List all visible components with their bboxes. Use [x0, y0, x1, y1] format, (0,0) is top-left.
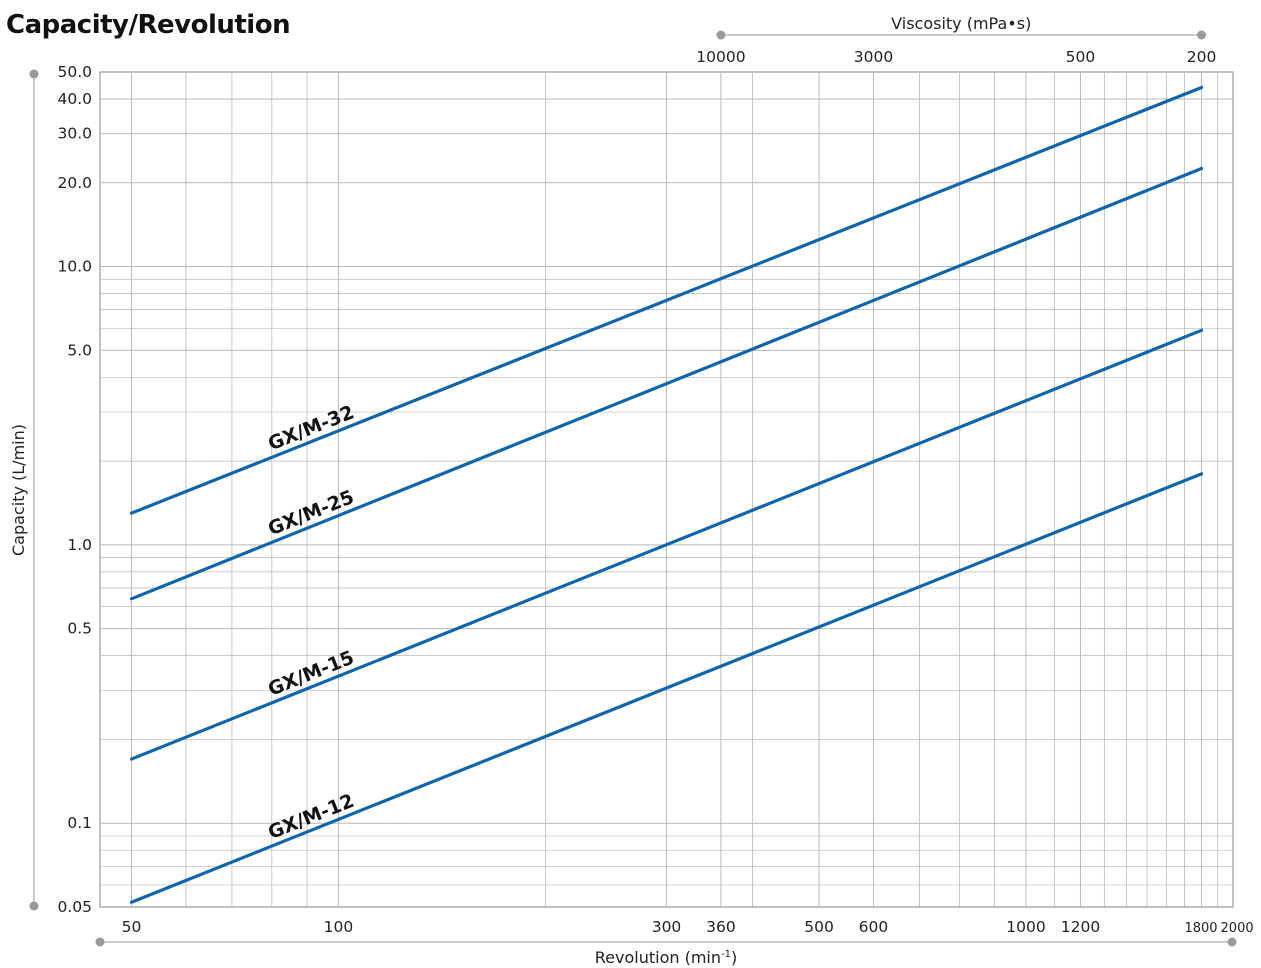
series-line-gx-m-25: [129, 166, 1204, 601]
series-line-gx-m-12: [129, 472, 1204, 904]
viscosity-tick-label: 3000: [854, 48, 893, 66]
x-tick-label: 1000: [1006, 918, 1045, 936]
x-tick-label: 600: [859, 918, 889, 936]
x-axis-end-dot: [1227, 937, 1237, 947]
y-tick-label: 10.0: [57, 258, 92, 276]
y-tick-label: 1.0: [67, 536, 92, 554]
viscosity-tick-label: 10000: [696, 48, 745, 66]
x-tick-label: 500: [804, 918, 834, 936]
y-tick-label: 20.0: [57, 174, 92, 192]
y-tick-label: 0.5: [67, 620, 92, 638]
viscosity-axis-end-dot: [1197, 30, 1207, 40]
series-line-gx-m-15: [129, 328, 1204, 761]
x-tick-label: 2000: [1221, 921, 1254, 936]
viscosity-tick-label: 500: [1066, 48, 1096, 66]
viscosity-axis-start-dot: [716, 30, 726, 40]
y-tick-label: 0.1: [67, 814, 92, 832]
y-tick-label: 40.0: [57, 90, 92, 108]
grid: [99, 71, 1234, 908]
y-tick-label: 50.0: [57, 63, 92, 81]
axes: 0.05 0.1 0.5 1.0 5.0 10.0 20.0 30.0 40.0 50.0 50 10…: [9, 14, 1254, 967]
y-axis-bottom-dot: [29, 901, 39, 911]
viscosity-axis-label: Viscosity (mPa•s): [891, 14, 1031, 33]
y-tick-label: 5.0: [67, 341, 92, 359]
y-tick-label: 30.0: [57, 125, 92, 143]
chart-title: Capacity/Revolution: [6, 10, 291, 40]
x-axis-label: Revolution (min-1): [595, 948, 737, 967]
y-axis-top-dot: [29, 69, 39, 79]
x-tick-label: 100: [324, 918, 354, 936]
y-axis-label: Capacity (L/min): [9, 424, 28, 556]
x-tick-label: 1200: [1061, 918, 1100, 936]
series-line-gx-m-32: [129, 85, 1204, 515]
x-tick-label: 300: [652, 918, 682, 936]
viscosity-tick-label: 200: [1187, 48, 1217, 66]
x-tick-label: 50: [122, 918, 142, 936]
series-lines: [129, 85, 1204, 904]
x-tick-label: 1800: [1184, 921, 1217, 936]
y-tick-label: 0.05: [57, 898, 92, 916]
x-tick-label: 360: [706, 918, 736, 936]
x-axis-start-dot: [95, 937, 105, 947]
